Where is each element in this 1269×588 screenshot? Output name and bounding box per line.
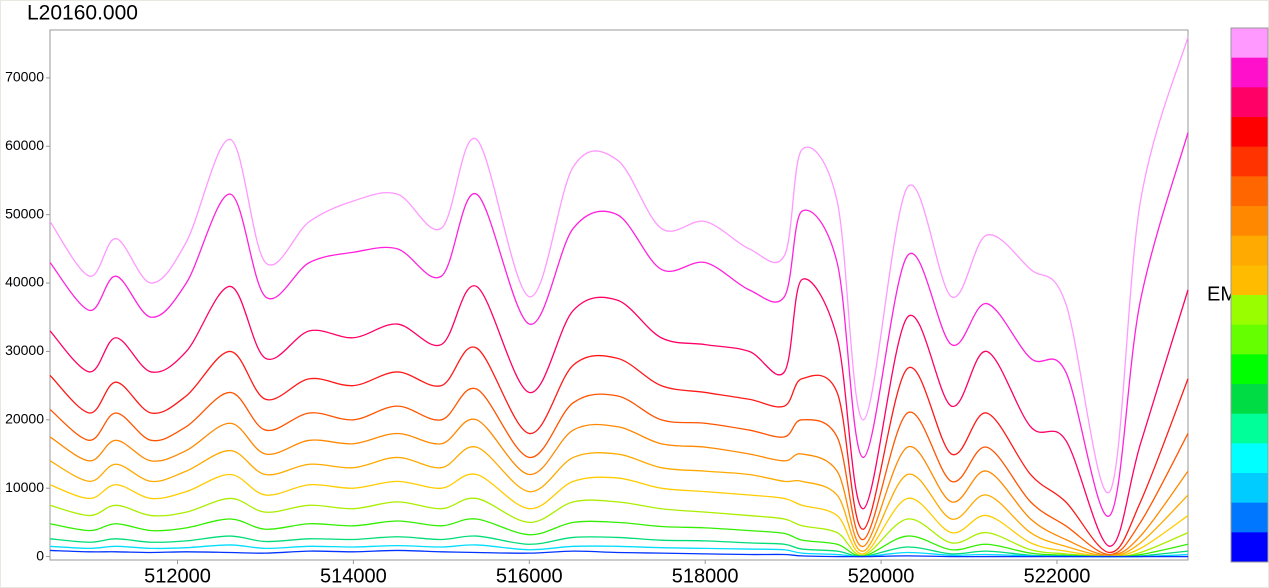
colorbar-segment bbox=[1231, 146, 1268, 177]
colorbar-segment bbox=[1231, 117, 1268, 148]
series-line bbox=[49, 497, 1189, 558]
series-line bbox=[49, 132, 1189, 517]
series-line bbox=[49, 278, 1189, 547]
x-tick-label: 518000 bbox=[672, 565, 739, 587]
colorbar-segment bbox=[1231, 502, 1268, 533]
colorbar-segment bbox=[1231, 28, 1268, 59]
series-line bbox=[49, 544, 1189, 558]
colorbar-segment bbox=[1231, 473, 1268, 504]
colorbar-segment bbox=[1231, 532, 1268, 563]
colorbar-frame bbox=[1230, 27, 1269, 563]
colorbar-segment bbox=[1231, 324, 1268, 355]
y-tick-label: 30000 bbox=[5, 342, 44, 358]
y-tick-label: 70000 bbox=[5, 69, 44, 85]
series-line bbox=[49, 418, 1189, 556]
colorbar-segment bbox=[1231, 443, 1268, 474]
plot-frame bbox=[49, 29, 1189, 561]
y-tick-label: 0 bbox=[36, 547, 44, 563]
x-tick-label: 516000 bbox=[496, 565, 563, 587]
series-line bbox=[49, 446, 1189, 557]
colorbar-segment bbox=[1231, 235, 1268, 266]
x-tick-label: 512000 bbox=[144, 565, 211, 587]
colorbar-segment bbox=[1231, 384, 1268, 415]
y-tick-label: 20000 bbox=[5, 411, 44, 427]
x-tick-label: 514000 bbox=[320, 565, 387, 587]
colorbar-segment bbox=[1231, 354, 1268, 385]
series-line bbox=[49, 36, 1189, 494]
y-tick-label: 10000 bbox=[5, 479, 44, 495]
series-line bbox=[49, 518, 1189, 558]
chart-title: L20160.000 bbox=[27, 2, 138, 25]
series-line bbox=[49, 535, 1189, 558]
colorbar-segment bbox=[1231, 87, 1268, 118]
colorbar-segment bbox=[1231, 176, 1268, 207]
colorbar-segment bbox=[1231, 413, 1268, 444]
series-line bbox=[49, 346, 1189, 554]
colorbar-segment bbox=[1231, 295, 1268, 326]
y-axis-label: EM bbox=[1207, 283, 1237, 305]
series-line bbox=[49, 387, 1189, 556]
series-line bbox=[49, 473, 1189, 557]
y-tick-label: 40000 bbox=[5, 274, 44, 290]
x-tick-label: 522000 bbox=[1024, 565, 1091, 587]
colorbar-segment bbox=[1231, 206, 1268, 237]
series-line bbox=[49, 549, 1188, 558]
colorbar-segment bbox=[1231, 265, 1268, 296]
y-tick-label: 60000 bbox=[5, 137, 44, 153]
y-tick-label: 50000 bbox=[5, 205, 44, 221]
x-tick-label: 520000 bbox=[848, 565, 915, 587]
colorbar-segment bbox=[1231, 57, 1268, 88]
